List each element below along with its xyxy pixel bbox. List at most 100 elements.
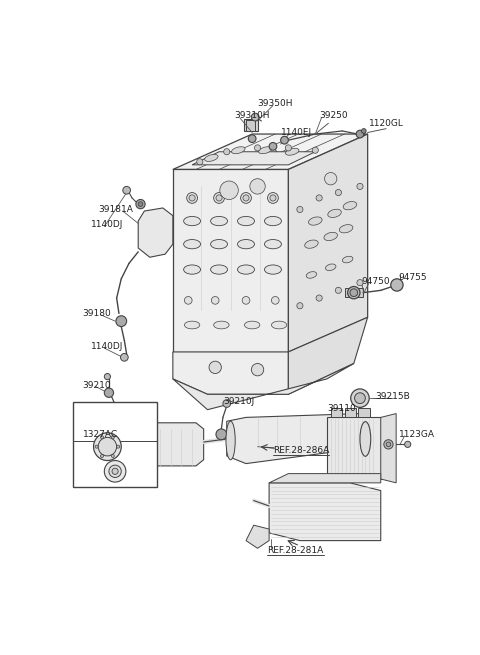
Polygon shape — [327, 417, 381, 479]
Text: REF.28-281A: REF.28-281A — [267, 546, 323, 555]
Circle shape — [281, 136, 288, 144]
Bar — [73, 402, 157, 487]
Ellipse shape — [238, 240, 254, 249]
Ellipse shape — [214, 321, 229, 329]
Circle shape — [116, 316, 127, 327]
Text: 39181A: 39181A — [98, 205, 133, 214]
Circle shape — [224, 149, 230, 155]
Text: 1140DJ: 1140DJ — [90, 220, 123, 229]
Polygon shape — [288, 134, 368, 352]
Circle shape — [351, 389, 369, 407]
Ellipse shape — [342, 256, 353, 263]
Circle shape — [252, 113, 259, 121]
Polygon shape — [192, 152, 315, 165]
Polygon shape — [138, 208, 173, 257]
Circle shape — [250, 179, 265, 194]
Polygon shape — [381, 413, 396, 483]
Ellipse shape — [264, 216, 281, 226]
Circle shape — [316, 195, 322, 201]
Circle shape — [209, 361, 221, 373]
Ellipse shape — [184, 265, 201, 274]
Circle shape — [350, 289, 358, 297]
Bar — [345, 288, 363, 297]
Ellipse shape — [238, 216, 254, 226]
Circle shape — [336, 189, 341, 196]
Circle shape — [357, 280, 363, 286]
Circle shape — [104, 373, 110, 380]
Ellipse shape — [343, 202, 357, 210]
Circle shape — [136, 200, 145, 209]
Ellipse shape — [324, 233, 337, 240]
Text: 39215B: 39215B — [375, 392, 410, 401]
Polygon shape — [269, 474, 381, 483]
Ellipse shape — [238, 265, 254, 274]
Circle shape — [297, 303, 303, 309]
Circle shape — [123, 187, 131, 194]
Circle shape — [197, 159, 203, 165]
Text: 39210J: 39210J — [223, 398, 254, 407]
Text: 1123GA: 1123GA — [398, 430, 434, 439]
Ellipse shape — [184, 216, 201, 226]
Circle shape — [297, 206, 303, 213]
Text: 94755: 94755 — [398, 272, 427, 282]
Ellipse shape — [204, 155, 218, 161]
Circle shape — [98, 438, 117, 456]
Polygon shape — [173, 170, 288, 352]
Ellipse shape — [231, 147, 245, 154]
Ellipse shape — [211, 240, 228, 249]
Circle shape — [187, 193, 197, 203]
Ellipse shape — [184, 321, 200, 329]
Circle shape — [316, 295, 322, 301]
Circle shape — [361, 128, 366, 133]
Circle shape — [267, 193, 278, 203]
Circle shape — [111, 455, 114, 458]
Circle shape — [240, 193, 252, 203]
Ellipse shape — [211, 265, 228, 274]
Circle shape — [223, 400, 230, 407]
Ellipse shape — [259, 147, 272, 154]
Circle shape — [270, 195, 276, 201]
Circle shape — [405, 441, 411, 447]
Text: 1327AC: 1327AC — [83, 430, 118, 439]
Circle shape — [216, 195, 222, 201]
Text: 1120GL: 1120GL — [369, 119, 404, 128]
Circle shape — [117, 445, 120, 448]
Bar — [345, 408, 356, 417]
Ellipse shape — [286, 148, 299, 155]
Ellipse shape — [325, 264, 336, 271]
Circle shape — [252, 364, 264, 376]
Ellipse shape — [264, 240, 281, 249]
Circle shape — [285, 145, 291, 151]
Polygon shape — [288, 317, 368, 394]
Text: 39110: 39110 — [327, 403, 356, 413]
Circle shape — [386, 442, 391, 447]
Polygon shape — [173, 352, 288, 394]
Circle shape — [248, 135, 256, 143]
Text: 1140EJ: 1140EJ — [281, 128, 312, 137]
Circle shape — [324, 172, 337, 185]
Ellipse shape — [184, 240, 201, 249]
Ellipse shape — [264, 265, 281, 274]
Circle shape — [220, 181, 238, 200]
Circle shape — [95, 445, 98, 448]
Bar — [359, 408, 370, 417]
Ellipse shape — [305, 240, 318, 248]
Circle shape — [271, 297, 279, 304]
Polygon shape — [269, 483, 381, 540]
Circle shape — [138, 202, 143, 206]
Text: 39350H: 39350H — [258, 99, 293, 107]
Polygon shape — [134, 422, 204, 466]
Text: 39210: 39210 — [83, 381, 111, 390]
Polygon shape — [246, 525, 269, 548]
Ellipse shape — [211, 216, 228, 226]
Ellipse shape — [309, 217, 322, 225]
Circle shape — [100, 455, 104, 458]
Circle shape — [109, 465, 121, 477]
Text: 1140DJ: 1140DJ — [90, 342, 123, 351]
Bar — [246, 120, 255, 131]
Circle shape — [336, 288, 341, 293]
Circle shape — [184, 297, 192, 304]
Ellipse shape — [226, 421, 235, 460]
Text: 39250: 39250 — [319, 111, 348, 120]
Circle shape — [100, 436, 104, 439]
